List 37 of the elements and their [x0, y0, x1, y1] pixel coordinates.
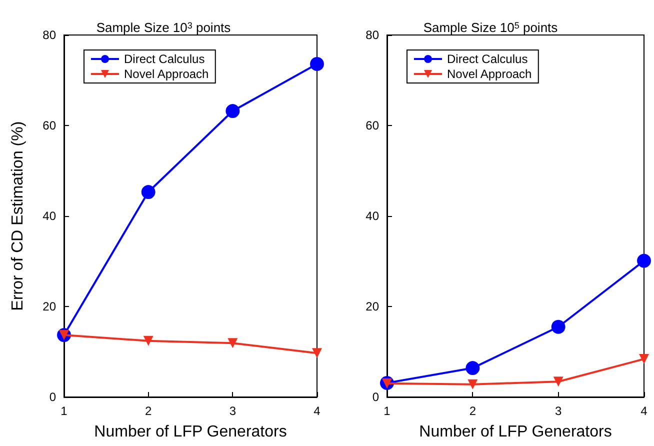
legend-label: Novel Approach [447, 67, 532, 81]
y-tick-label: 80 [366, 28, 380, 42]
x-tick-label: 3 [554, 404, 562, 418]
point [228, 338, 238, 348]
point [639, 354, 649, 364]
point [637, 254, 651, 268]
y-tick-label: 80 [42, 28, 56, 42]
point [226, 104, 240, 118]
point [466, 361, 480, 376]
point [551, 320, 566, 334]
legend-label: Novel Approach [124, 67, 209, 81]
point [312, 348, 322, 358]
x-axis-title: Number of LFP Generators [94, 424, 287, 440]
y-tick-label: 40 [42, 209, 56, 223]
point [310, 56, 324, 71]
y-tick-label: 60 [42, 118, 56, 132]
point [468, 379, 478, 390]
point [143, 336, 154, 346]
y-tick-label: 20 [42, 300, 56, 314]
x-tick-label: 3 [229, 404, 236, 418]
point [553, 376, 564, 387]
x-tick-label: 2 [469, 404, 476, 418]
y-tick-label: 0 [372, 390, 380, 404]
x-tick-label: 1 [384, 404, 391, 418]
x-tick-label: 1 [60, 404, 68, 418]
point [141, 185, 156, 200]
y-axis-title: Error of CD Estimation (%) [10, 121, 26, 311]
x-tick-label: 4 [640, 404, 648, 418]
y-tick-label: 0 [49, 390, 56, 404]
x-tick-label: 4 [314, 404, 321, 418]
x-axis-title: Number of LFP Generators [419, 424, 612, 440]
y-tick-label: 20 [366, 300, 380, 314]
y-tick-label: 60 [366, 118, 380, 132]
legend-label: Direct Calculus [447, 52, 528, 66]
x-tick-label: 2 [144, 404, 152, 418]
legend-label: Direct Calculus [124, 52, 205, 66]
y-tick-label: 40 [366, 209, 380, 223]
